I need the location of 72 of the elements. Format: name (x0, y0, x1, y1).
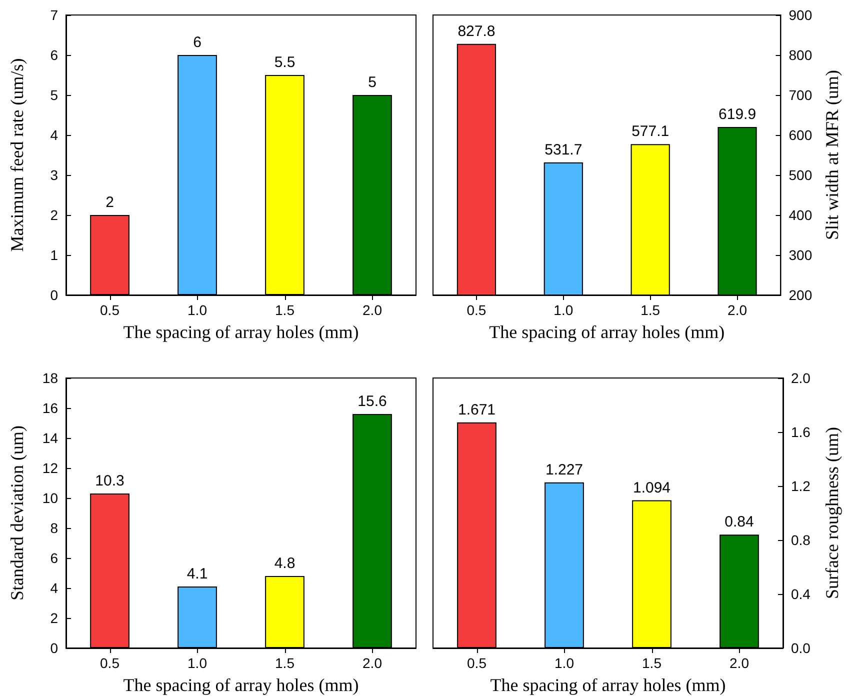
y-tick-label: 10 (42, 490, 58, 506)
y2-tick-label: 500 (788, 167, 812, 183)
x-axis-title: The spacing of array holes (mm) (489, 322, 725, 342)
y-tick-label: 0 (50, 640, 58, 656)
y-tick-label: 2 (50, 610, 58, 626)
data-label: 619.9 (718, 106, 756, 124)
x-tick-label: 1.0 (554, 302, 574, 318)
y2-tick-label: 900 (788, 7, 812, 23)
data-label: 15.6 (358, 393, 387, 410)
y-tick-label: 3 (50, 167, 58, 183)
x-tick-label: 2.0 (728, 302, 748, 318)
x-tick-label: 0.5 (466, 302, 486, 318)
data-label: 1.094 (632, 479, 671, 496)
y-tick-label: 6 (50, 550, 58, 566)
data-label: 827.8 (458, 22, 496, 40)
data-label: 5 (368, 74, 376, 91)
y-tick-label: 18 (42, 370, 58, 386)
data-label: 1.227 (545, 461, 584, 478)
y2-tick-label: 0.0 (791, 640, 811, 656)
y-tick-label: 16 (42, 400, 58, 416)
y2-axis-title: Surface roughness (um) (822, 427, 842, 599)
y2-tick-label: 300 (788, 247, 812, 263)
y2-tick-label: 0.4 (791, 586, 811, 602)
y2-tick-label: 800 (788, 47, 812, 63)
data-label: 2 (106, 194, 114, 211)
x-tick-label: 1.0 (188, 302, 208, 318)
x-tick-label: 1.5 (640, 302, 660, 318)
data-label: 4.8 (274, 555, 296, 572)
y2-tick-label: 700 (788, 87, 812, 103)
y2-tick-label: 0.8 (791, 532, 811, 548)
data-label: 1.671 (458, 401, 496, 418)
x-tick-label: 2.0 (362, 302, 382, 318)
y-tick-label: 5 (50, 87, 58, 103)
x-axis-title: The spacing of array holes (mm) (490, 675, 726, 695)
y-tick-label: 0 (50, 287, 58, 303)
data-label: 4.1 (186, 566, 208, 582)
y2-tick-label: 200 (788, 287, 812, 303)
y-tick-label: 1 (50, 247, 58, 263)
y2-tick-label: 2.0 (791, 370, 811, 386)
data-label: 0.84 (724, 514, 754, 531)
y-tick-label: 8 (50, 520, 58, 536)
y2-tick-label: 600 (788, 127, 812, 143)
y2-tick-label: 400 (788, 207, 812, 223)
y2-tick-label: 1.6 (791, 424, 811, 440)
data-label: 577.1 (632, 123, 670, 140)
y-tick-label: 6 (50, 47, 58, 63)
y2-tick-label: 1.2 (791, 478, 811, 494)
y-tick-label: 14 (42, 430, 58, 446)
y-tick-label: 4 (50, 127, 58, 143)
x-axis-title: The spacing of array holes (mm) (123, 322, 359, 342)
x-tick-label: 2.0 (362, 655, 382, 671)
data-label: 5.5 (274, 54, 296, 71)
x-axis-title: The spacing of array holes (mm) (123, 675, 359, 695)
y-tick-label: 4 (50, 580, 58, 596)
x-tick-label: 1.5 (642, 655, 662, 671)
x-tick-label: 2.0 (730, 655, 750, 671)
y-tick-label: 2 (50, 207, 58, 223)
y2-axis-title: Slit width at MFR (um) (822, 70, 842, 240)
data-label: 531.7 (544, 141, 582, 158)
x-tick-label: 1.0 (554, 655, 574, 671)
x-tick-label: 1.5 (275, 655, 295, 671)
data-label: 10.3 (95, 472, 124, 490)
y-tick-label: 12 (42, 460, 58, 476)
y-tick-label: 7 (50, 7, 58, 23)
x-tick-label: 1.5 (275, 302, 295, 318)
data-label: 6 (193, 34, 202, 51)
y-axis-title: Maximum feed rate (um/s) (7, 58, 27, 252)
y-axis-title: Standard deviation (um) (7, 426, 27, 600)
x-tick-label: 0.5 (100, 302, 120, 318)
x-tick-label: 0.5 (467, 655, 487, 671)
x-tick-label: 1.0 (188, 655, 208, 671)
x-tick-label: 0.5 (100, 655, 120, 671)
